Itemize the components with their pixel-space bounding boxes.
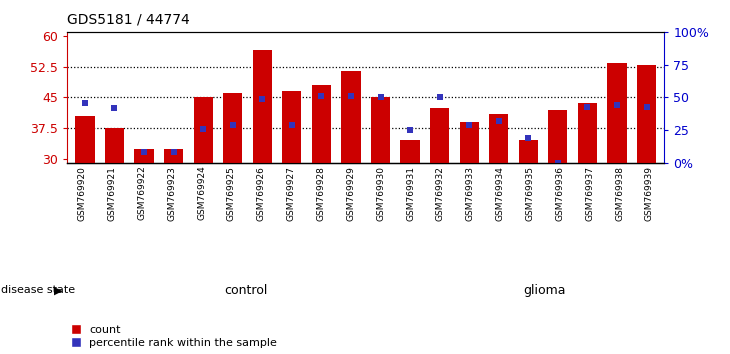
Text: ▶: ▶ — [54, 285, 63, 295]
Text: GSM769930: GSM769930 — [376, 166, 385, 221]
Text: GSM769922: GSM769922 — [137, 166, 146, 221]
Bar — [430, 108, 449, 163]
Legend: count, percentile rank within the sample: count, percentile rank within the sample — [72, 325, 277, 348]
Bar — [460, 122, 479, 163]
Text: GSM769939: GSM769939 — [645, 166, 654, 221]
Bar — [75, 116, 94, 163]
Bar — [134, 149, 153, 163]
Bar — [342, 71, 361, 163]
Text: GSM769927: GSM769927 — [287, 166, 296, 221]
Bar — [401, 140, 420, 163]
Text: GSM769923: GSM769923 — [167, 166, 176, 221]
Text: disease state: disease state — [1, 285, 76, 295]
Text: control: control — [225, 284, 268, 297]
Bar — [105, 128, 124, 163]
Text: GSM769935: GSM769935 — [526, 166, 534, 221]
Text: GSM769920: GSM769920 — [77, 166, 87, 221]
Bar — [489, 114, 508, 163]
Bar — [193, 97, 212, 163]
Bar — [223, 93, 242, 163]
Bar — [164, 149, 183, 163]
Bar — [371, 97, 390, 163]
Text: GSM769931: GSM769931 — [406, 166, 415, 221]
Bar — [253, 50, 272, 163]
Text: GSM769924: GSM769924 — [197, 166, 206, 221]
Text: GSM769936: GSM769936 — [556, 166, 564, 221]
Text: GDS5181 / 44774: GDS5181 / 44774 — [67, 12, 190, 27]
Text: GSM769928: GSM769928 — [316, 166, 326, 221]
Text: GSM769925: GSM769925 — [227, 166, 236, 221]
Text: GSM769937: GSM769937 — [585, 166, 594, 221]
Text: glioma: glioma — [523, 284, 566, 297]
Text: GSM769921: GSM769921 — [107, 166, 117, 221]
Bar — [283, 91, 301, 163]
Bar — [548, 110, 567, 163]
Text: GSM769933: GSM769933 — [466, 166, 474, 221]
Text: GSM769926: GSM769926 — [257, 166, 266, 221]
Text: GSM769934: GSM769934 — [496, 166, 504, 221]
Bar — [637, 65, 656, 163]
Text: GSM769932: GSM769932 — [436, 166, 445, 221]
Bar — [578, 103, 597, 163]
Text: GSM769929: GSM769929 — [346, 166, 356, 221]
Bar — [607, 63, 626, 163]
Bar — [312, 85, 331, 163]
Text: GSM769938: GSM769938 — [615, 166, 624, 221]
Bar — [519, 140, 538, 163]
